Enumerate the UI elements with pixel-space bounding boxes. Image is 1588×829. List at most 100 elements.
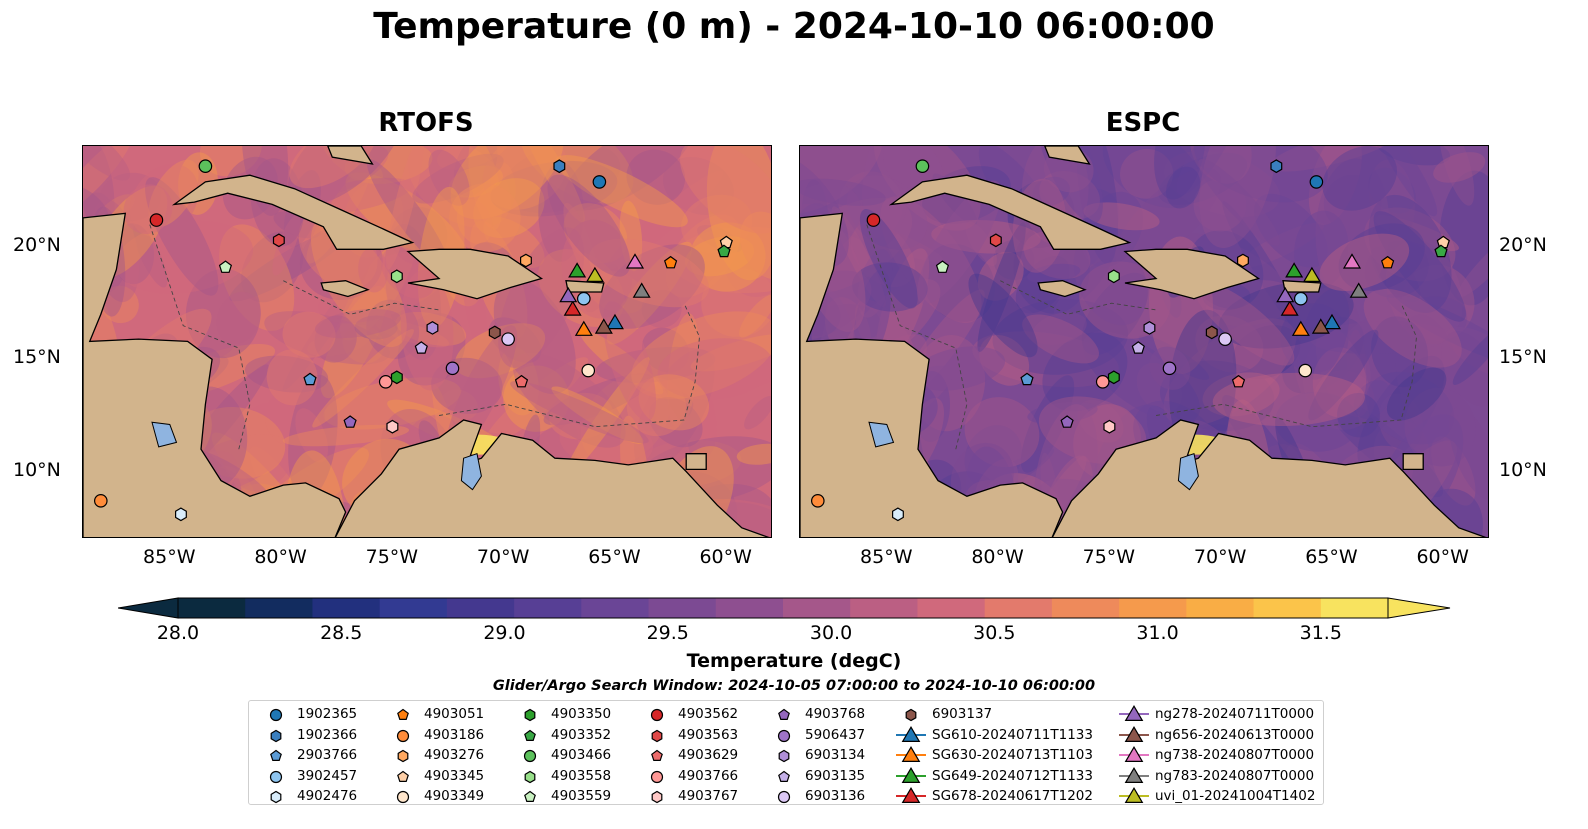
legend-marker <box>901 746 921 762</box>
lon-tick-label: 60°W <box>699 546 752 568</box>
observation-legend: 1902365 1902366 2903766 3902457 4902476 49030… <box>248 700 1324 805</box>
legend-label: 3902457 <box>297 767 358 784</box>
legend-label: 1902365 <box>297 706 358 722</box>
lat-tick-label-left: 10°N <box>13 458 61 481</box>
observation-marker <box>501 332 515 346</box>
legend-marker <box>269 708 283 722</box>
legend-label: SG630-20240713T1103 <box>932 747 1093 763</box>
legend-marker <box>778 770 790 782</box>
colorbar-tick-label: 28.0 <box>156 622 200 644</box>
observation-marker <box>1291 320 1310 336</box>
colorbar-segment <box>379 598 448 618</box>
legend-label: 6903137 <box>932 706 993 722</box>
observation-marker <box>585 266 604 282</box>
observation-marker <box>1107 370 1120 385</box>
legend-label: 4903563 <box>678 726 739 743</box>
legend-marker <box>778 708 790 720</box>
legend-label: SG610-20240711T1133 <box>932 726 1093 743</box>
observation-marker <box>592 175 607 189</box>
colorbar-segment <box>917 598 986 618</box>
colorbar-tick-label: 30.5 <box>973 622 1016 644</box>
colorbar-segment <box>446 598 515 618</box>
legend-marker <box>1124 705 1144 721</box>
legend-marker <box>1124 766 1144 783</box>
legend-marker <box>269 770 283 783</box>
legend-label: 4903466 <box>551 747 612 763</box>
observation-marker <box>1103 419 1116 434</box>
panel-title-espc: ESPC <box>1105 108 1181 138</box>
legend-label: 4903349 <box>424 788 485 804</box>
observation-marker <box>605 313 624 330</box>
observation-marker <box>1298 363 1313 378</box>
map-espc <box>799 145 1489 538</box>
observation-marker <box>390 269 403 284</box>
observation-marker <box>563 300 582 316</box>
legend-label: ng783-20240807T0000 <box>1155 767 1315 784</box>
observation-marker <box>1218 332 1232 346</box>
observation-marker <box>594 318 613 334</box>
lake-nicaragua <box>151 421 178 448</box>
colorbar-tick-label: 30.0 <box>809 622 853 644</box>
lon-tick-label: 80°W <box>254 546 307 568</box>
legend-marker <box>524 729 536 741</box>
legend-label: 4903562 <box>678 706 739 722</box>
legend-marker <box>1124 746 1144 762</box>
colorbar-segment <box>783 598 851 618</box>
legend-marker <box>397 770 409 782</box>
colorbar-segment <box>1119 598 1187 618</box>
observation-marker <box>1143 321 1156 335</box>
observation-marker <box>1285 262 1304 278</box>
observation-marker <box>1302 266 1321 282</box>
land-trinidad <box>1402 453 1424 471</box>
legend-label: 6903135 <box>805 767 866 784</box>
observation-marker <box>915 159 930 174</box>
legend-label: 4903276 <box>424 747 485 763</box>
lake-nicaragua <box>868 421 895 448</box>
observation-marker <box>1349 282 1368 298</box>
legend-label: 4903767 <box>678 788 739 804</box>
legend-marker <box>650 708 664 722</box>
legend-marker <box>901 787 921 803</box>
observation-marker <box>625 253 645 269</box>
legend-label: 4903559 <box>551 788 612 804</box>
colorbar <box>118 597 1451 619</box>
observation-marker <box>445 361 460 376</box>
colorbar-tick-label: 31.5 <box>1299 622 1342 644</box>
legend-label: 4903051 <box>424 706 485 722</box>
observation-marker <box>717 244 731 258</box>
legend-marker <box>901 766 921 783</box>
observation-marker <box>520 253 532 268</box>
legend-marker <box>396 729 410 742</box>
land-trinidad <box>685 453 707 471</box>
legend-label: ng738-20240807T0000 <box>1155 747 1315 763</box>
lat-tick-label-left: 15°N <box>13 346 61 369</box>
observation-marker <box>1309 175 1324 189</box>
observation-marker <box>149 213 164 227</box>
observation-marker <box>1162 361 1177 376</box>
observation-marker <box>663 255 678 269</box>
observation-marker <box>1280 300 1299 316</box>
colorbar-segment <box>1320 598 1389 618</box>
legend-marker <box>397 708 409 720</box>
legend-marker <box>524 790 536 802</box>
legend-label: SG649-20240712T1133 <box>932 767 1093 784</box>
colorbar-tick-label: 28.5 <box>320 622 363 644</box>
map-canvas <box>83 146 771 537</box>
search-window-caption: Glider/Argo Search Window: 2024-10-05 07… <box>492 678 1096 694</box>
colorbar-tick-label: 29.0 <box>483 622 526 644</box>
lat-tick-label-right: 15°N <box>1499 346 1547 369</box>
observation-marker <box>1107 269 1120 284</box>
legend-label: uvi_01-20241004T1402 <box>1155 788 1316 804</box>
lake-maracaibo <box>1177 453 1199 491</box>
legend-marker <box>1124 725 1144 742</box>
colorbar-tick-label: 31.0 <box>1136 622 1179 644</box>
lake-maracaibo <box>460 453 482 491</box>
lat-tick-label-left: 20°N <box>13 234 61 257</box>
legend-marker <box>650 770 664 783</box>
legend-label: 4903186 <box>424 726 485 743</box>
legend-marker <box>1124 787 1144 803</box>
observation-marker <box>1237 253 1249 268</box>
observation-marker <box>94 494 108 508</box>
land-jamaica <box>1037 280 1087 298</box>
colorbar-segment <box>1051 598 1120 618</box>
